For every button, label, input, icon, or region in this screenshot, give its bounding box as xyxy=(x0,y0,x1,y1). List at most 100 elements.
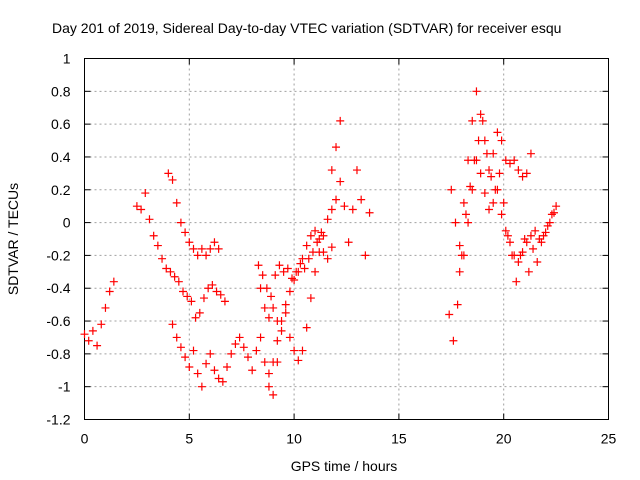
data-point xyxy=(348,205,357,214)
series-track-d xyxy=(168,320,282,399)
data-point xyxy=(461,210,470,219)
data-point xyxy=(254,261,263,270)
data-point xyxy=(214,244,223,253)
data-point xyxy=(84,336,93,345)
data-point xyxy=(526,149,535,158)
data-point xyxy=(243,353,252,362)
chart-title: Day 201 of 2019, Sidereal Day-to-day VTE… xyxy=(52,20,561,36)
x-tick-label: 5 xyxy=(185,431,193,447)
data-points xyxy=(80,87,561,399)
data-point xyxy=(459,198,468,207)
series-track-i xyxy=(445,116,529,345)
y-axis-label: SDTVAR / TECUs xyxy=(5,183,21,295)
data-point xyxy=(277,326,286,335)
data-point xyxy=(503,231,512,240)
series-track-a xyxy=(80,277,118,350)
x-tick-label: 25 xyxy=(601,431,617,447)
x-tick-label: 15 xyxy=(391,431,407,447)
data-point xyxy=(495,169,504,178)
data-point xyxy=(489,198,498,207)
data-point xyxy=(522,238,531,247)
data-point xyxy=(183,292,192,301)
data-point xyxy=(252,346,261,355)
y-tick-label: -0.4 xyxy=(46,280,70,296)
data-point xyxy=(361,251,370,260)
data-point xyxy=(319,231,328,240)
data-point xyxy=(541,228,550,237)
y-tick-label: 0.2 xyxy=(51,182,71,198)
data-point xyxy=(172,198,181,207)
plot-frame xyxy=(84,58,609,420)
data-point xyxy=(137,205,146,214)
data-point xyxy=(510,156,519,165)
data-point xyxy=(168,320,177,329)
data-point xyxy=(231,340,240,349)
data-point xyxy=(497,210,506,219)
y-tick-label: -0.2 xyxy=(46,247,70,263)
data-point xyxy=(189,244,198,253)
data-point xyxy=(537,238,546,247)
y-tick-label: -0.6 xyxy=(46,313,70,329)
data-point xyxy=(145,215,154,224)
data-point xyxy=(306,294,315,303)
data-point xyxy=(260,303,269,312)
data-point xyxy=(269,358,278,367)
data-point xyxy=(336,116,345,125)
data-point xyxy=(264,313,273,322)
data-point xyxy=(533,257,542,266)
data-point xyxy=(332,195,341,204)
data-point xyxy=(264,369,273,378)
data-point xyxy=(524,267,533,276)
data-point xyxy=(187,297,196,306)
data-point xyxy=(447,185,456,194)
data-point xyxy=(497,136,506,145)
data-point xyxy=(281,300,290,309)
data-point xyxy=(258,271,267,280)
y-tick-label: 0.6 xyxy=(51,116,71,132)
data-point xyxy=(302,323,311,332)
series-track-c xyxy=(164,169,223,260)
data-point xyxy=(545,218,554,227)
data-point xyxy=(327,243,336,252)
data-point xyxy=(220,297,229,306)
data-point xyxy=(264,382,273,391)
data-point xyxy=(323,254,332,263)
data-point xyxy=(185,238,194,247)
data-point xyxy=(275,261,284,270)
data-point xyxy=(162,264,171,273)
data-point xyxy=(455,267,464,276)
data-point xyxy=(93,341,102,350)
data-point xyxy=(179,287,188,296)
data-point xyxy=(216,290,225,299)
data-point xyxy=(510,251,519,260)
data-point xyxy=(199,294,208,303)
data-point xyxy=(170,272,179,281)
data-point xyxy=(344,238,353,247)
data-point xyxy=(529,244,538,253)
data-point xyxy=(80,330,89,339)
x-axis-label: GPS time / hours xyxy=(291,458,398,474)
data-point xyxy=(189,346,198,355)
data-point xyxy=(193,251,202,260)
data-point xyxy=(273,336,282,345)
x-tick-label: 10 xyxy=(286,431,302,447)
data-point xyxy=(512,277,521,286)
data-point xyxy=(311,226,320,235)
data-point xyxy=(547,210,556,219)
data-point xyxy=(493,185,502,194)
data-point xyxy=(235,333,244,342)
data-point xyxy=(197,244,206,253)
data-point xyxy=(164,169,173,178)
data-point xyxy=(168,175,177,184)
data-point xyxy=(109,277,118,286)
y-tick-label: -0.8 xyxy=(46,346,70,362)
series-track-k xyxy=(455,156,561,276)
data-point xyxy=(485,205,494,214)
data-point xyxy=(176,218,185,227)
data-point xyxy=(459,251,468,260)
data-point xyxy=(327,205,336,214)
data-point xyxy=(210,238,219,247)
data-point xyxy=(526,231,535,240)
data-point xyxy=(480,189,489,198)
